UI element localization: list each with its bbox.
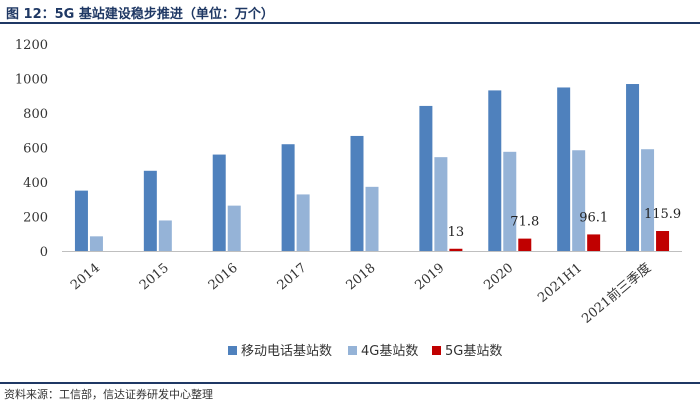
bar-5g-2021h1 [587,234,601,251]
x-tick-label-2021-: 2021前三季度 [579,260,654,327]
legend-label-2: 5G基站数 [445,344,502,359]
x-tick-label-2018: 2018 [344,261,379,294]
y-tick-label-0: 0 [40,245,48,260]
bar-5g-2020 [518,238,532,251]
y-tick-label-400: 400 [23,176,48,191]
y-tick-label-600: 600 [23,142,48,157]
y-tick-label-1200: 1200 [15,38,48,53]
bar-mobile-2016 [212,154,226,251]
bar-4g-2015 [158,220,172,251]
bar-4g-2016 [227,205,241,251]
title-bar: 图 12：5G 基站建设稳步推进（单位：万个） [0,0,700,24]
y-tick-label-200: 200 [23,211,48,226]
bar-chart: 0 200 400 600 800 1000 1200 2014 2015 2016 2017 201… [15,38,682,359]
data-label-2021h1: 96.1 [579,210,608,225]
y-tick-label-800: 800 [23,107,48,122]
x-tick-label-2017: 2017 [275,261,310,294]
x-tick-label-2014: 2014 [68,261,103,294]
bar-mobile-2019 [419,105,433,252]
bar-4g-2014 [89,236,103,251]
legend-swatch-1 [348,346,357,355]
x-tick-label-2019: 2019 [412,261,447,294]
bar-mobile-2018 [350,135,364,251]
bar-mobile-2021h1 [557,87,571,251]
chart-title: 图 12：5G 基站建设稳步推进（单位：万个） [6,7,274,22]
bar-4g-2019 [434,157,448,251]
data-label-2019: 13 [448,225,465,240]
legend-label-0: 移动电话基站数 [241,344,332,359]
bar-mobile-2014 [74,190,88,251]
bar-mobile-2017 [281,144,295,251]
x-tick-label-2020: 2020 [481,261,516,294]
bar-mobile-2015 [143,170,157,251]
x-tick-label-2021h1: 2021H1 [535,261,585,306]
x-tick-label-2015: 2015 [137,261,172,294]
legend-label-1: 4G基站数 [361,344,418,359]
source-note: 资料来源：工信部，信达证券研发中心整理 [4,388,213,401]
bar-4g-2018 [365,186,379,251]
y-tick-label-1000: 1000 [15,73,48,88]
data-label-2020: 71.8 [510,215,539,230]
bar-4g-2021- [641,149,655,251]
source-bar: 资料来源：工信部，信达证券研发中心整理 [0,382,700,405]
data-label-2021-: 115.9 [644,207,681,222]
bar-mobile-2021- [626,84,640,251]
bar-5g-2019 [449,248,463,251]
x-tick-label-2016: 2016 [206,261,241,294]
bar-4g-2017 [296,194,310,251]
bar-mobile-2020 [488,90,502,251]
bar-4g-2020 [503,151,517,251]
legend-swatch-2 [432,346,441,355]
bar-4g-2021h1 [572,150,586,251]
bar-5g-2021- [656,231,670,251]
legend-swatch-0 [228,346,237,355]
